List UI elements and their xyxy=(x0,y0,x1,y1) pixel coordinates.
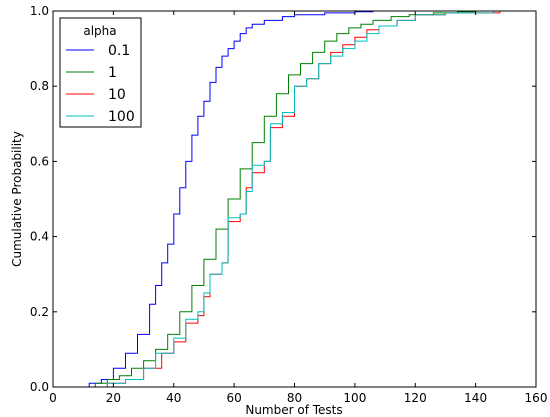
y-tick-label: 1.0 xyxy=(30,4,49,18)
ticks-layer: 0 20 40 60 80 100 120 140 160 0.0 0.2 0.4 0.6 0.8 1.0 xyxy=(30,4,548,405)
legend: alpha 0.1 1 10 100 xyxy=(59,17,142,128)
x-tick-label: 80 xyxy=(287,391,302,405)
x-tick-label: 140 xyxy=(464,391,487,405)
y-tick-label: 0.4 xyxy=(30,230,49,244)
x-tick-label: 0 xyxy=(49,391,57,405)
x-tick-label: 40 xyxy=(166,391,181,405)
y-tick-label: 0.8 xyxy=(30,79,49,93)
series-layer xyxy=(77,11,501,388)
legend-entry-label: 0.1 xyxy=(108,43,130,59)
y-axis-label: Cumulative Probability xyxy=(10,131,24,267)
legend-entry-label: 10 xyxy=(108,87,126,103)
series-line-0-1 xyxy=(77,11,374,388)
x-tick-label: 100 xyxy=(343,391,366,405)
x-tick-label: 160 xyxy=(525,391,548,405)
series-line-1 xyxy=(83,11,477,388)
x-axis-label: Number of Tests xyxy=(245,403,342,417)
x-tick-label: 60 xyxy=(226,391,241,405)
y-tick-label: 0.6 xyxy=(30,154,49,168)
y-tick-label: 0.0 xyxy=(30,380,49,394)
x-tick-label: 20 xyxy=(106,391,121,405)
y-tick-label: 0.2 xyxy=(30,305,49,319)
series-line-100 xyxy=(89,11,495,388)
legend-entry-label: 1 xyxy=(108,65,117,81)
x-tick-label: 120 xyxy=(404,391,427,405)
legend-title: alpha xyxy=(83,24,116,38)
legend-entry-label: 100 xyxy=(108,109,135,125)
